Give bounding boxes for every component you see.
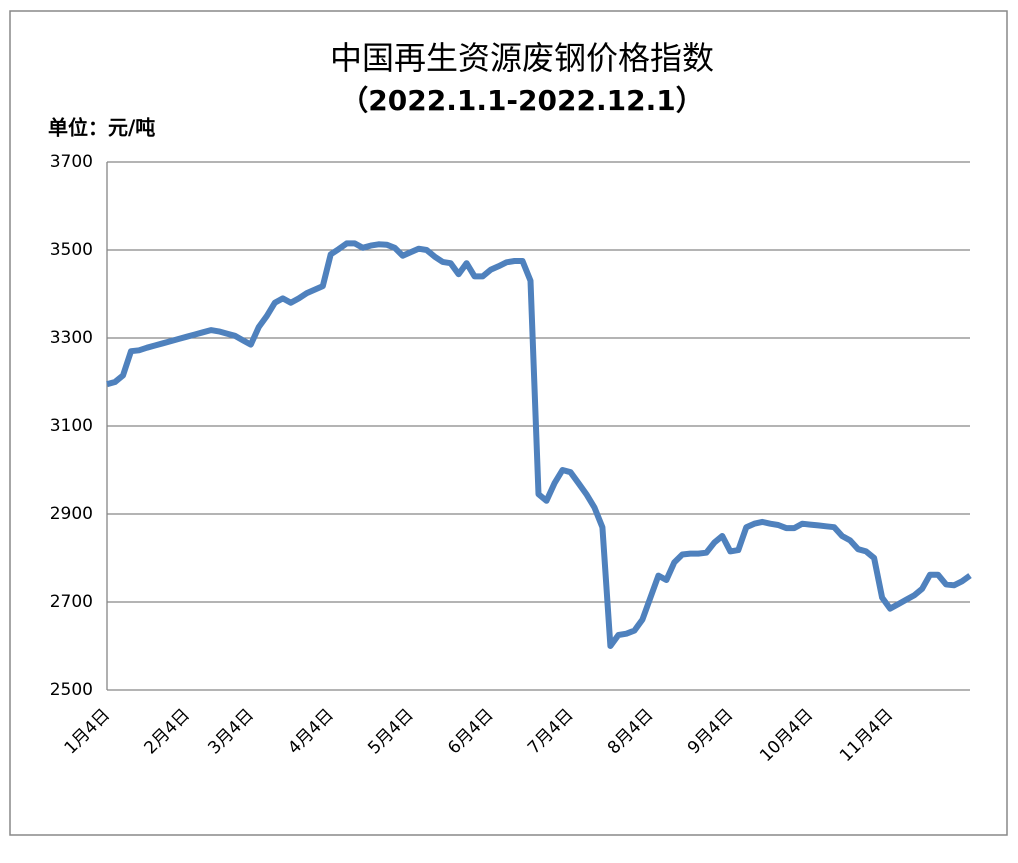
chart-title: 中国再生资源废钢价格指数 xyxy=(330,39,714,77)
frame xyxy=(9,10,1008,836)
y-tick-label: 2500 xyxy=(50,680,93,700)
y-tick-label: 2700 xyxy=(50,592,93,612)
y-tick-label: 3700 xyxy=(50,152,93,172)
y-tick-label: 2900 xyxy=(50,504,93,524)
chart-subtitle: （2022.1.1-2022.12.1） xyxy=(340,84,703,117)
y-tick-label: 3300 xyxy=(50,328,93,348)
data-line xyxy=(106,240,972,649)
y-tick-label: 3100 xyxy=(50,416,93,436)
y-axis-label: 单位：元/吨 xyxy=(48,116,155,140)
y-tick-label: 3500 xyxy=(50,240,93,260)
